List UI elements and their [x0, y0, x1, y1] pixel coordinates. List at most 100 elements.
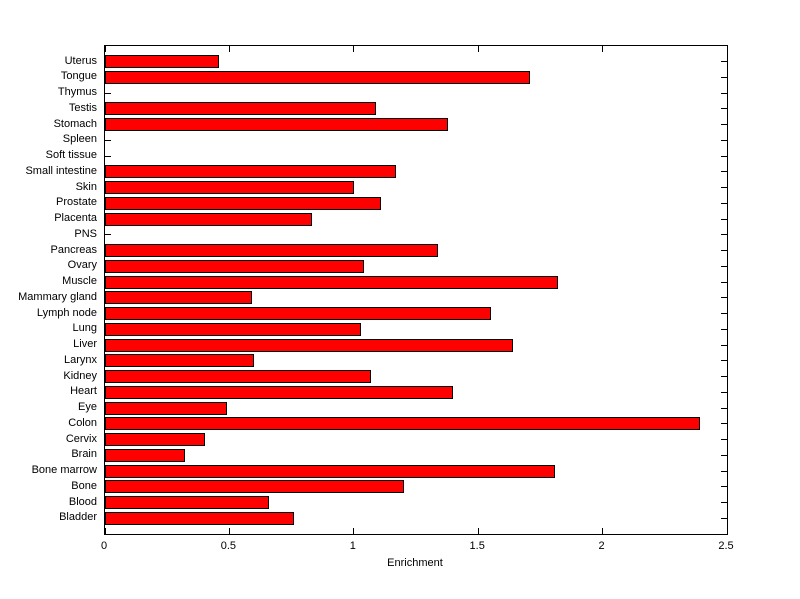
bar [105, 102, 377, 116]
x-tick-label: 0.5 [220, 540, 237, 552]
bar [105, 401, 227, 415]
x-tick-mark [726, 528, 728, 534]
y-tick-mark [721, 139, 727, 141]
category-label: Cervix [65, 432, 97, 445]
category-label: Bladder [59, 511, 97, 524]
category-label: Prostate [56, 196, 97, 209]
y-tick-mark [721, 297, 727, 299]
bar [105, 244, 439, 258]
bar [105, 417, 700, 431]
category-label: Ovary [67, 259, 97, 272]
y-tick-mark [721, 281, 727, 283]
bar [105, 480, 404, 494]
category-label: Pancreas [50, 243, 97, 256]
y-tick-mark [721, 328, 727, 330]
x-tick-label: 1.5 [469, 540, 485, 552]
y-tick-mark [721, 218, 727, 220]
y-tick-mark [721, 423, 727, 425]
y-tick-mark [721, 250, 727, 252]
y-tick-mark [721, 202, 727, 204]
y-tick-mark [721, 486, 727, 488]
y-tick-mark [721, 407, 727, 409]
bar [105, 118, 449, 132]
category-label: Bone marrow [31, 464, 97, 477]
bar [105, 55, 220, 69]
y-tick-mark [721, 439, 727, 441]
x-tick-mark [726, 46, 728, 52]
bar [105, 70, 531, 84]
x-tick-mark [228, 46, 230, 52]
y-tick-mark [721, 376, 727, 378]
category-label: Bone [71, 479, 97, 492]
y-tick-mark [721, 155, 727, 157]
category-label: Testis [68, 101, 97, 114]
bar [105, 370, 372, 384]
y-tick-mark [721, 108, 727, 110]
x-tick-mark [477, 528, 479, 534]
x-tick-label: 2 [598, 540, 605, 552]
y-tick-mark [721, 517, 727, 519]
y-tick-mark [721, 171, 727, 173]
bar [105, 165, 397, 179]
y-tick-mark [721, 234, 727, 236]
category-label: Stomach [53, 117, 97, 130]
category-label: Blood [68, 495, 97, 508]
y-tick-mark [105, 155, 111, 157]
category-label: Lymph node [36, 306, 97, 319]
category-label: Muscle [62, 275, 97, 288]
category-label: Skin [75, 180, 97, 193]
y-tick-mark [721, 360, 727, 362]
x-tick-label: 1 [349, 540, 356, 552]
bar [105, 338, 514, 352]
category-label: Lung [72, 322, 97, 335]
category-label: Placenta [54, 212, 97, 225]
bar [105, 511, 295, 525]
x-tick-mark [353, 528, 355, 534]
bar [105, 259, 364, 273]
y-tick-mark [105, 92, 111, 94]
category-label: Soft tissue [45, 149, 97, 162]
x-tick-mark [104, 46, 106, 52]
category-label: Colon [68, 416, 97, 429]
category-label: Mammary gland [18, 290, 97, 303]
bar [105, 212, 312, 226]
category-label: Brain [71, 448, 97, 461]
bar-chart-plot-area [104, 45, 728, 535]
bar [105, 322, 362, 336]
category-label: PNS [74, 227, 97, 240]
category-label: Eye [78, 401, 97, 414]
bar [105, 464, 556, 478]
x-tick-mark [353, 46, 355, 52]
y-tick-mark [721, 454, 727, 456]
y-tick-mark [721, 313, 727, 315]
y-tick-mark [721, 187, 727, 189]
category-label: Spleen [62, 133, 97, 146]
y-tick-mark [721, 391, 727, 393]
category-label: Small intestine [25, 164, 97, 177]
y-tick-mark [721, 344, 727, 346]
category-label: Heart [70, 385, 97, 398]
category-label: Thymus [57, 86, 97, 99]
bar [105, 196, 382, 210]
bar [105, 275, 558, 289]
bar [105, 354, 255, 368]
bar [105, 448, 185, 462]
y-tick-mark [721, 502, 727, 504]
bar [105, 307, 491, 321]
y-tick-mark [721, 76, 727, 78]
x-tick-mark [477, 46, 479, 52]
y-tick-mark [721, 61, 727, 63]
y-tick-mark [721, 470, 727, 472]
category-label: Larynx [63, 353, 97, 366]
y-tick-mark [105, 139, 111, 141]
category-label: Kidney [63, 369, 97, 382]
bar [105, 433, 205, 447]
bar [105, 181, 354, 195]
y-tick-mark [721, 124, 727, 126]
x-tick-mark [104, 528, 106, 534]
bar [105, 385, 454, 399]
x-tick-mark [602, 528, 604, 534]
bar [105, 496, 270, 510]
y-tick-mark [105, 234, 111, 236]
